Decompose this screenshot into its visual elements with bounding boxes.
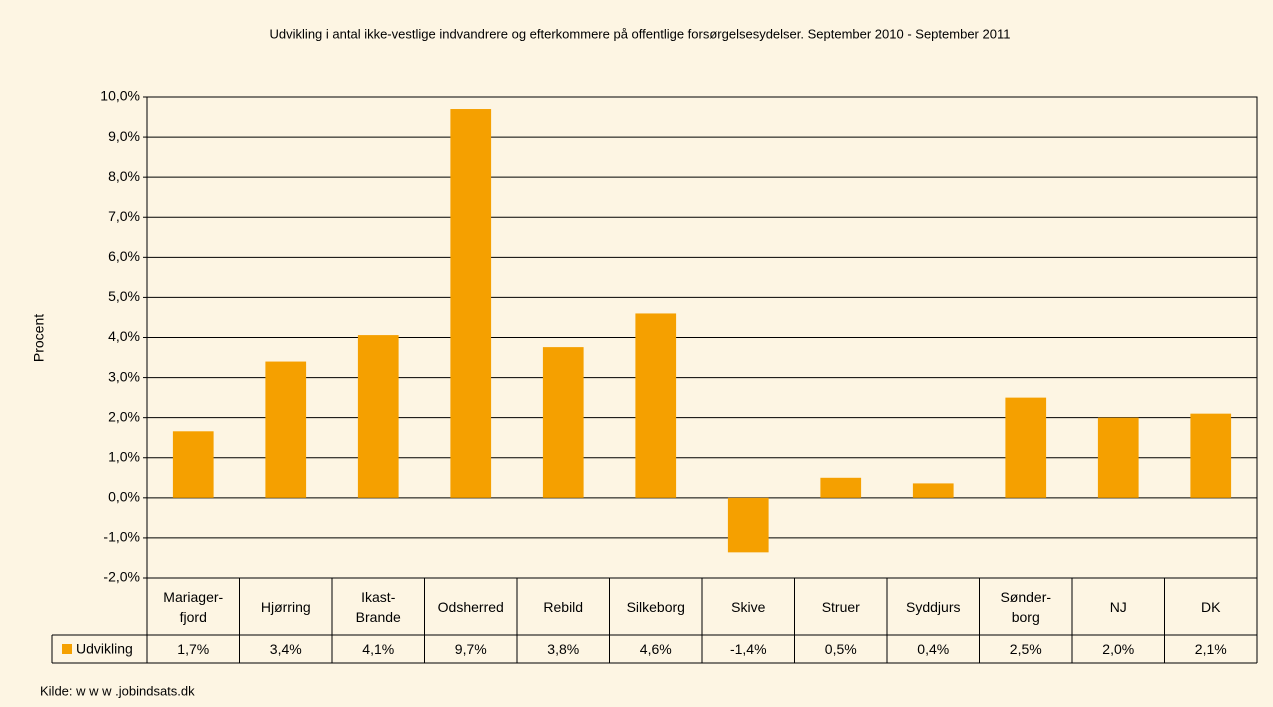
- x-tick-label: Skive: [731, 598, 766, 615]
- bar: [542, 347, 584, 498]
- y-axis-label: Procent: [31, 314, 47, 362]
- x-tick-label: Rebild: [543, 598, 584, 615]
- value-label: 4,1%: [362, 641, 395, 657]
- bar: [1097, 417, 1139, 498]
- x-tick-label: Mariager- fjord: [163, 588, 224, 625]
- value-label: 4,6%: [639, 641, 672, 657]
- x-tick-label: Struer: [821, 598, 860, 615]
- y-tick-label: -2,0%: [103, 569, 140, 585]
- y-tick-label: 4,0%: [108, 328, 140, 344]
- y-tick-label: 8,0%: [108, 168, 140, 184]
- chart-title: Udvikling i antal ikke-vestlige indvandr…: [270, 26, 1011, 41]
- y-tick-label: 1,0%: [108, 448, 140, 464]
- bar: [1190, 413, 1232, 498]
- value-label: 3,4%: [269, 641, 302, 657]
- value-label: 2,5%: [1009, 641, 1042, 657]
- y-tick-label: 6,0%: [108, 248, 140, 264]
- x-tick-label: NJ: [1109, 598, 1127, 615]
- x-tick-label: Syddjurs: [906, 598, 961, 615]
- y-tick-label: 10,0%: [100, 88, 140, 104]
- value-label: 3,8%: [547, 641, 580, 657]
- value-label: 2,1%: [1194, 641, 1227, 657]
- value-label: 1,7%: [177, 641, 210, 657]
- bar: [265, 361, 307, 498]
- x-tick-label: DK: [1201, 598, 1221, 615]
- value-label: 0,4%: [917, 641, 950, 657]
- source: Kilde: w w w .jobindsats.dk: [40, 683, 195, 698]
- value-label: 9,7%: [454, 641, 487, 657]
- y-tick-label: 2,0%: [108, 408, 140, 424]
- bar: [727, 497, 769, 553]
- y-tick-label: 7,0%: [108, 208, 140, 224]
- legend-label: Udvikling: [76, 641, 133, 657]
- bar: [450, 109, 492, 498]
- y-tick-label: 5,0%: [108, 288, 140, 304]
- x-tick-label: Odsherred: [437, 598, 504, 615]
- x-tick-label: Ikast- Brande: [355, 588, 401, 625]
- value-label: 2,0%: [1102, 641, 1135, 657]
- bar: [357, 335, 399, 498]
- bar: [1005, 397, 1047, 498]
- bar: [635, 313, 677, 498]
- bar: [172, 431, 214, 498]
- bar: [912, 483, 954, 498]
- legend-key: [62, 644, 72, 654]
- x-tick-label: Hjørring: [260, 598, 311, 615]
- value-label: 0,5%: [824, 641, 857, 657]
- y-tick-label: -1,0%: [103, 529, 140, 545]
- x-tick-label: Silkeborg: [626, 598, 685, 615]
- y-tick-label: 0,0%: [108, 489, 140, 505]
- y-tick-label: 9,0%: [108, 128, 140, 144]
- bar: [820, 477, 862, 498]
- value-label: -1,4%: [729, 641, 767, 657]
- y-tick-label: 3,0%: [108, 368, 140, 384]
- x-tick-label: Sønder- borg: [1000, 588, 1052, 625]
